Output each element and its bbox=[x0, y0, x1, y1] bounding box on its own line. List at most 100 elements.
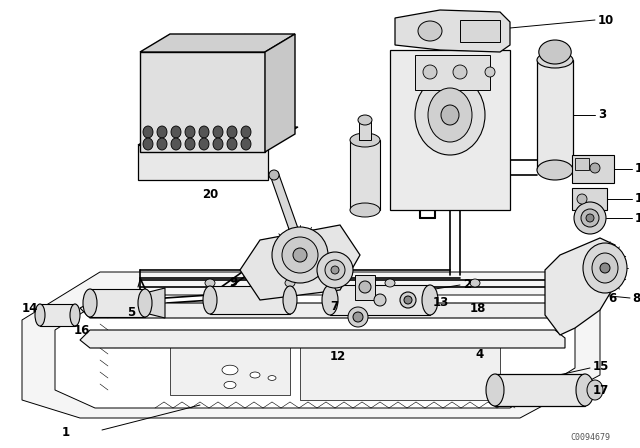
Ellipse shape bbox=[590, 163, 600, 173]
Polygon shape bbox=[395, 10, 510, 52]
Ellipse shape bbox=[358, 115, 372, 125]
Ellipse shape bbox=[293, 248, 307, 262]
Ellipse shape bbox=[441, 105, 459, 125]
Text: 12: 12 bbox=[330, 350, 346, 363]
Text: 19: 19 bbox=[635, 163, 640, 176]
Ellipse shape bbox=[222, 365, 238, 375]
Ellipse shape bbox=[423, 65, 437, 79]
Ellipse shape bbox=[213, 138, 223, 150]
Bar bbox=[90, 289, 145, 317]
Ellipse shape bbox=[453, 65, 467, 79]
Ellipse shape bbox=[537, 52, 573, 68]
Ellipse shape bbox=[283, 286, 297, 314]
Text: 20: 20 bbox=[202, 189, 218, 202]
Ellipse shape bbox=[185, 138, 195, 150]
Ellipse shape bbox=[272, 227, 328, 283]
Ellipse shape bbox=[422, 285, 438, 315]
Ellipse shape bbox=[350, 203, 380, 217]
Ellipse shape bbox=[269, 170, 279, 180]
Text: 11: 11 bbox=[635, 193, 640, 206]
Ellipse shape bbox=[470, 279, 480, 287]
Text: 13: 13 bbox=[433, 296, 449, 309]
Text: C0094679: C0094679 bbox=[570, 434, 610, 443]
Ellipse shape bbox=[171, 126, 181, 138]
Text: 2: 2 bbox=[463, 277, 471, 290]
Ellipse shape bbox=[157, 126, 167, 138]
Text: 14: 14 bbox=[22, 302, 38, 314]
Ellipse shape bbox=[587, 380, 603, 400]
Ellipse shape bbox=[428, 88, 472, 142]
Ellipse shape bbox=[227, 126, 237, 138]
Ellipse shape bbox=[205, 279, 215, 287]
Polygon shape bbox=[545, 238, 615, 335]
Ellipse shape bbox=[241, 138, 251, 150]
Polygon shape bbox=[145, 288, 165, 318]
Ellipse shape bbox=[70, 304, 80, 326]
Bar bbox=[572, 188, 607, 210]
Bar bbox=[537, 60, 573, 170]
Polygon shape bbox=[170, 340, 290, 395]
Ellipse shape bbox=[35, 304, 45, 326]
Text: 16: 16 bbox=[74, 323, 90, 336]
Ellipse shape bbox=[199, 138, 209, 150]
Polygon shape bbox=[80, 330, 565, 348]
Ellipse shape bbox=[322, 285, 338, 315]
Text: 15: 15 bbox=[593, 361, 609, 374]
Ellipse shape bbox=[83, 289, 97, 317]
Text: 4: 4 bbox=[476, 349, 484, 362]
Ellipse shape bbox=[138, 289, 152, 317]
Ellipse shape bbox=[213, 126, 223, 138]
Bar bbox=[355, 275, 375, 300]
Ellipse shape bbox=[415, 75, 485, 155]
Ellipse shape bbox=[537, 160, 573, 180]
Ellipse shape bbox=[143, 126, 153, 138]
Ellipse shape bbox=[581, 209, 599, 227]
Ellipse shape bbox=[574, 202, 606, 234]
Ellipse shape bbox=[385, 279, 395, 287]
Text: 17: 17 bbox=[593, 383, 609, 396]
Polygon shape bbox=[270, 172, 305, 252]
Ellipse shape bbox=[359, 281, 371, 293]
Ellipse shape bbox=[348, 307, 368, 327]
Ellipse shape bbox=[227, 138, 237, 150]
Polygon shape bbox=[55, 295, 575, 408]
Text: 1: 1 bbox=[62, 426, 70, 439]
Polygon shape bbox=[240, 225, 360, 300]
Ellipse shape bbox=[350, 133, 380, 147]
Polygon shape bbox=[140, 34, 295, 52]
Ellipse shape bbox=[418, 21, 442, 41]
Ellipse shape bbox=[467, 21, 483, 37]
Polygon shape bbox=[300, 340, 500, 400]
Ellipse shape bbox=[171, 138, 181, 150]
Bar bbox=[495, 374, 585, 406]
Ellipse shape bbox=[203, 286, 217, 314]
Bar bbox=[415, 55, 490, 90]
Ellipse shape bbox=[224, 381, 236, 388]
Ellipse shape bbox=[282, 237, 318, 273]
Bar bbox=[330, 285, 430, 315]
Polygon shape bbox=[22, 272, 600, 418]
Ellipse shape bbox=[486, 374, 504, 406]
Bar bbox=[572, 155, 614, 183]
Polygon shape bbox=[80, 303, 565, 318]
Ellipse shape bbox=[539, 40, 572, 64]
Ellipse shape bbox=[325, 260, 345, 280]
Ellipse shape bbox=[250, 372, 260, 378]
Ellipse shape bbox=[586, 214, 594, 222]
Text: 9: 9 bbox=[230, 276, 238, 289]
Ellipse shape bbox=[285, 279, 295, 287]
Ellipse shape bbox=[485, 67, 495, 77]
Text: 18: 18 bbox=[470, 302, 486, 314]
Text: 3: 3 bbox=[598, 108, 606, 121]
Polygon shape bbox=[265, 34, 295, 152]
Text: 7: 7 bbox=[330, 300, 338, 313]
Ellipse shape bbox=[331, 266, 339, 274]
Ellipse shape bbox=[576, 374, 594, 406]
Ellipse shape bbox=[199, 126, 209, 138]
Bar bbox=[460, 20, 500, 42]
Ellipse shape bbox=[157, 138, 167, 150]
Text: 5: 5 bbox=[127, 306, 135, 319]
Bar bbox=[210, 286, 290, 314]
Text: 12: 12 bbox=[635, 211, 640, 224]
Ellipse shape bbox=[353, 312, 363, 322]
